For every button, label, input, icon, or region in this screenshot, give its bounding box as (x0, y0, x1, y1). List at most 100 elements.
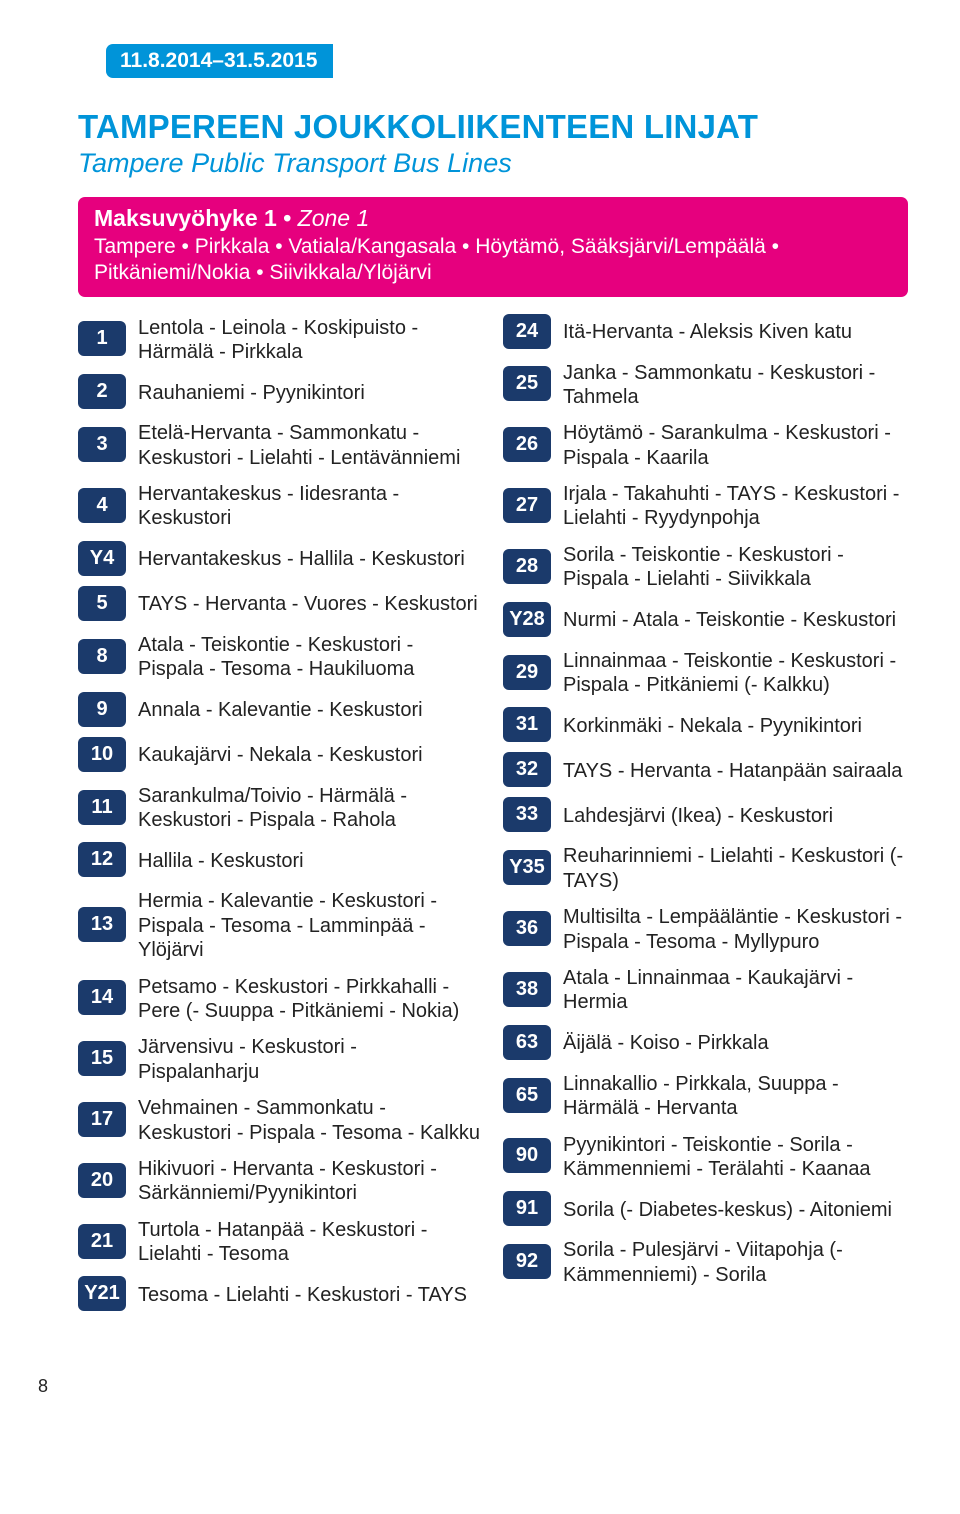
page-title: TAMPEREEN JOUKKOLIIKENTEEN LINJAT (78, 108, 908, 146)
route-number-badge: 26 (503, 427, 551, 462)
route-number-badge: 63 (503, 1025, 551, 1060)
route-row: 38 Atala - Linnainmaa - Kaukajärvi - Herm… (503, 959, 908, 1020)
route-number-badge: 11 (78, 790, 126, 825)
route-row: 5 TAYS - Hervanta - Vuores - Keskustori (78, 581, 483, 626)
route-description: TAYS - Hervanta - Hatanpään sairaala (563, 757, 902, 783)
route-description: Irjala - Takahuhti - TAYS - Keskustori -… (563, 480, 908, 531)
route-number-badge: 29 (503, 655, 551, 690)
route-number-badge: 32 (503, 752, 551, 787)
route-description: Reuharinniemi - Lielahti - Keskustori (-… (563, 842, 908, 893)
route-description: Äijälä - Koiso - Pirkkala (563, 1029, 769, 1055)
route-description: Atala - Teiskontie - Keskustori - Pispal… (138, 631, 483, 682)
route-number-badge: 33 (503, 797, 551, 832)
route-description: Hallila - Keskustori (138, 847, 304, 873)
zone-areas: Tampere • Pirkkala • Vatiala/Kangasala •… (94, 234, 892, 287)
route-row: 27Irjala - Takahuhti - TAYS - Keskustori… (503, 475, 908, 536)
route-row: 21 Turtola - Hatanpää - Keskustori - Liel… (78, 1211, 483, 1272)
route-number-badge: 13 (78, 907, 126, 942)
route-row: 11Sarankulma/Toivio - Härmälä - Keskusto… (78, 777, 483, 838)
route-description: Turtola - Hatanpää - Keskustori - Lielah… (138, 1216, 483, 1267)
route-number-badge: 12 (78, 842, 126, 877)
date-range-bar: 11.8.2014–31.5.2015 (106, 44, 333, 78)
route-description: Etelä-Hervanta - Sammonkatu - Keskustori… (138, 419, 483, 470)
route-description: Lahdesjärvi (Ikea) - Keskustori (563, 802, 833, 828)
route-number-badge: 21 (78, 1224, 126, 1259)
route-description: TAYS - Hervanta - Vuores - Keskustori (138, 590, 478, 616)
route-description: Linnakallio - Pirkkala, Suuppa - Härmälä… (563, 1070, 908, 1121)
zone-bullet: • (283, 205, 297, 231)
zone-label-en: Zone 1 (298, 205, 370, 231)
route-description: Kaukajärvi - Nekala - Keskustori (138, 741, 423, 767)
route-description: Linnainmaa - Teiskontie - Keskustori - P… (563, 647, 908, 698)
route-description: Sorila - Teiskontie - Keskustori - Pispa… (563, 541, 908, 592)
route-description: Sorila (- Diabetes-keskus) - Aitoniemi (563, 1196, 892, 1222)
route-row: 24 Itä-Hervanta - Aleksis Kiven katu (503, 309, 908, 354)
route-row: 8 Atala - Teiskontie - Keskustori - Pispa… (78, 626, 483, 687)
route-row: 1 Lentola - Leinola - Koskipuisto - Härmä… (78, 309, 483, 370)
route-description: Nurmi - Atala - Teiskontie - Keskustori (563, 606, 896, 632)
route-number-badge: 9 (78, 692, 126, 727)
route-row: 20 Hikivuori - Hervanta - Keskustori - Sä… (78, 1150, 483, 1211)
route-description: Korkinmäki - Nekala - Pyynikintori (563, 712, 862, 738)
route-description: Hervantakeskus - Hallila - Keskustori (138, 545, 465, 571)
routes-columns: 1 Lentola - Leinola - Koskipuisto - Härmä… (78, 309, 908, 1317)
route-description: Petsamo - Keskustori - Pirkkahalli - Per… (138, 973, 483, 1024)
route-description: Itä-Hervanta - Aleksis Kiven katu (563, 318, 852, 344)
route-number-badge: 25 (503, 366, 551, 401)
route-number-badge: 90 (503, 1138, 551, 1173)
route-row: 2Rauhaniemi - Pyynikintori (78, 369, 483, 414)
routes-column-right: 24 Itä-Hervanta - Aleksis Kiven katu 25 Jan… (503, 309, 908, 1317)
route-row: 28Sorila - Teiskontie - Keskustori - Pis… (503, 536, 908, 597)
route-row: 10 Kaukajärvi - Nekala - Keskustori (78, 732, 483, 777)
route-row: Y21Tesoma - Lielahti - Keskustori - TAYS (78, 1271, 483, 1316)
page-subtitle: Tampere Public Transport Bus Lines (78, 148, 908, 179)
route-number-badge: 5 (78, 586, 126, 621)
route-row: 63 Äijälä - Koiso - Pirkkala (503, 1020, 908, 1065)
route-row: 25 Janka - Sammonkatu - Keskustori - Tahm… (503, 354, 908, 415)
route-number-badge: 92 (503, 1244, 551, 1279)
route-row: 29 Linnainmaa - Teiskontie - Keskustori -… (503, 642, 908, 703)
route-row: Y35 Reuharinniemi - Lielahti - Keskustori… (503, 837, 908, 898)
route-number-badge: 10 (78, 737, 126, 772)
zone-header: Maksuvyöhyke 1 • Zone 1 Tampere • Pirkka… (78, 197, 908, 297)
route-number-badge: 17 (78, 1102, 126, 1137)
route-number-badge: 3 (78, 427, 126, 462)
route-row: 15Järvensivu - Keskustori - Pispalanharj… (78, 1028, 483, 1089)
route-description: Janka - Sammonkatu - Keskustori - Tahmel… (563, 359, 908, 410)
route-number-badge: 4 (78, 488, 126, 523)
route-description: Atala - Linnainmaa - Kaukajärvi - Hermia (563, 964, 908, 1015)
route-number-badge: 8 (78, 639, 126, 674)
route-description: Multisilta - Lempääläntie - Keskustori -… (563, 903, 908, 954)
route-number-badge: 24 (503, 314, 551, 349)
route-number-badge: 38 (503, 972, 551, 1007)
route-description: Pyynikintori - Teiskontie - Sorila - Käm… (563, 1131, 908, 1182)
route-number-badge: 31 (503, 707, 551, 742)
route-number-badge: 14 (78, 980, 126, 1015)
route-number-badge: 1 (78, 321, 126, 356)
route-number-badge: Y4 (78, 541, 126, 576)
route-description: Höytämö - Sarankulma - Keskustori - Pisp… (563, 419, 908, 470)
route-description: Annala - Kalevantie - Keskustori (138, 696, 423, 722)
route-description: Vehmainen - Sammonkatu - Keskustori - Pi… (138, 1094, 483, 1145)
route-description: Rauhaniemi - Pyynikintori (138, 379, 365, 405)
page-container: 11.8.2014–31.5.2015 TAMPEREEN JOUKKOLIIK… (0, 0, 960, 1437)
route-number-badge: Y35 (503, 850, 551, 885)
route-number-badge: 36 (503, 911, 551, 946)
route-row: 4 Hervantakeskus - Iidesranta - Keskustor… (78, 475, 483, 536)
route-number-badge: 65 (503, 1078, 551, 1113)
zone-title: Maksuvyöhyke 1 • Zone 1 (94, 205, 892, 232)
route-description: Hervantakeskus - Iidesranta - Keskustori (138, 480, 483, 531)
route-row: 14 Petsamo - Keskustori - Pirkkahalli - P… (78, 968, 483, 1029)
route-row: 17 Vehmainen - Sammonkatu - Keskustori - … (78, 1089, 483, 1150)
page-number: 8 (38, 1376, 908, 1397)
route-number-badge: Y21 (78, 1276, 126, 1311)
route-row: 33 Lahdesjärvi (Ikea) - Keskustori (503, 792, 908, 837)
routes-column-left: 1 Lentola - Leinola - Koskipuisto - Härmä… (78, 309, 483, 1317)
route-number-badge: 20 (78, 1163, 126, 1198)
route-row: Y4 Hervantakeskus - Hallila - Keskustori (78, 536, 483, 581)
route-description: Hikivuori - Hervanta - Keskustori - Särk… (138, 1155, 483, 1206)
route-row: 9 Annala - Kalevantie - Keskustori (78, 687, 483, 732)
route-description: Järvensivu - Keskustori - Pispalanharju (138, 1033, 483, 1084)
route-description: Lentola - Leinola - Koskipuisto - Härmäl… (138, 314, 483, 365)
route-row: 31 Korkinmäki - Nekala - Pyynikintori (503, 702, 908, 747)
